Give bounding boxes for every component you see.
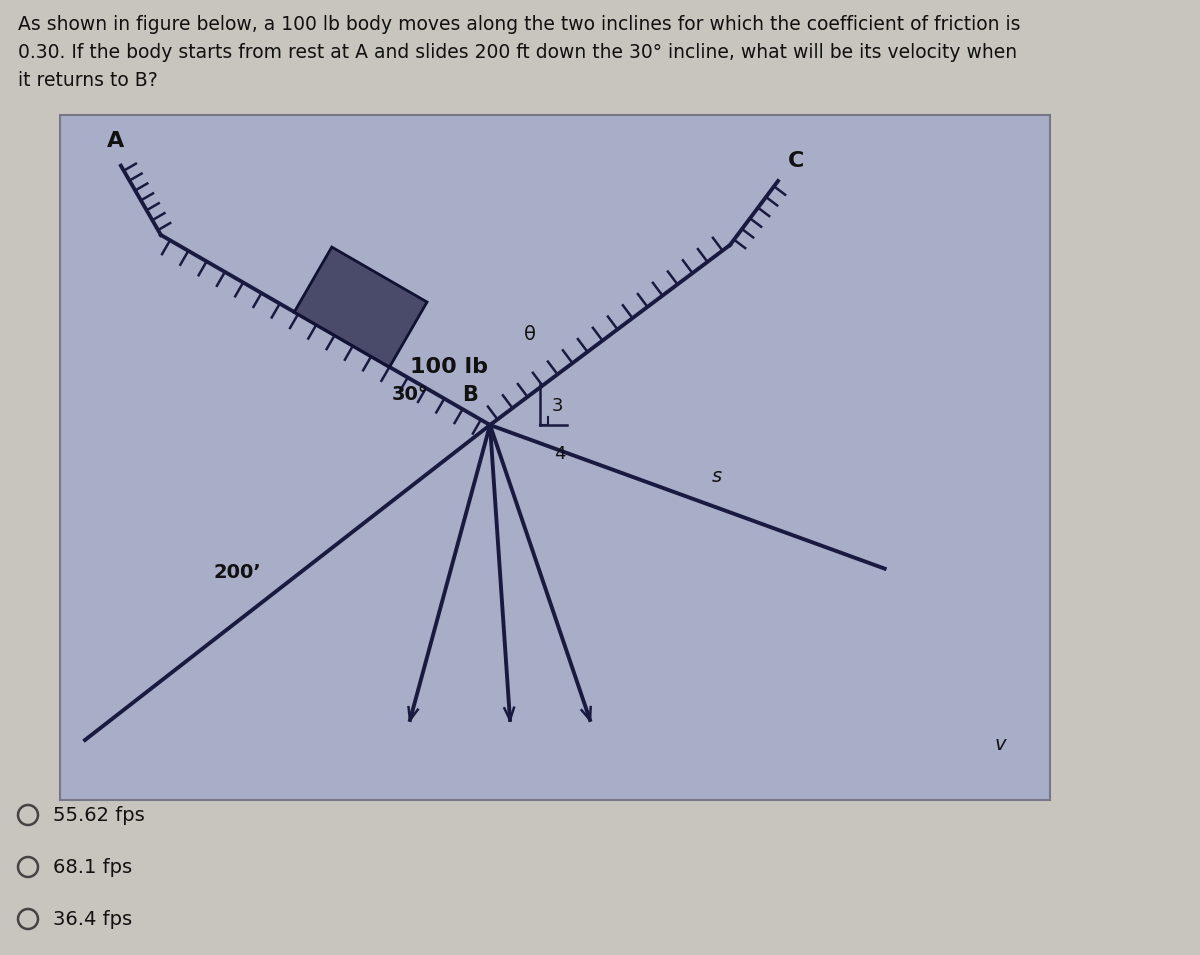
Text: B: B [462, 385, 478, 405]
Text: 55.62 fps: 55.62 fps [53, 805, 145, 824]
Polygon shape [294, 247, 427, 367]
Text: it returns to B?: it returns to B? [18, 71, 157, 90]
Text: s: s [713, 467, 722, 486]
Text: 0.30. If the body starts from rest at A and slides 200 ft down the 30° incline, : 0.30. If the body starts from rest at A … [18, 43, 1018, 62]
Text: 200’: 200’ [214, 563, 262, 582]
Text: 4: 4 [553, 445, 565, 463]
Text: As shown in figure below, a 100 lb body moves along the two inclines for which t: As shown in figure below, a 100 lb body … [18, 15, 1020, 34]
Bar [60, 115, 1050, 800]
Text: 68.1 fps: 68.1 fps [53, 858, 132, 877]
Text: θ: θ [524, 326, 536, 345]
Text: 30°: 30° [391, 386, 428, 405]
Text: v: v [995, 735, 1006, 754]
Text: 36.4 fps: 36.4 fps [53, 909, 132, 928]
Text: 3: 3 [552, 396, 563, 414]
Text: A: A [107, 131, 125, 151]
Text: C: C [788, 151, 804, 171]
Text: 100 lb: 100 lb [409, 357, 487, 377]
